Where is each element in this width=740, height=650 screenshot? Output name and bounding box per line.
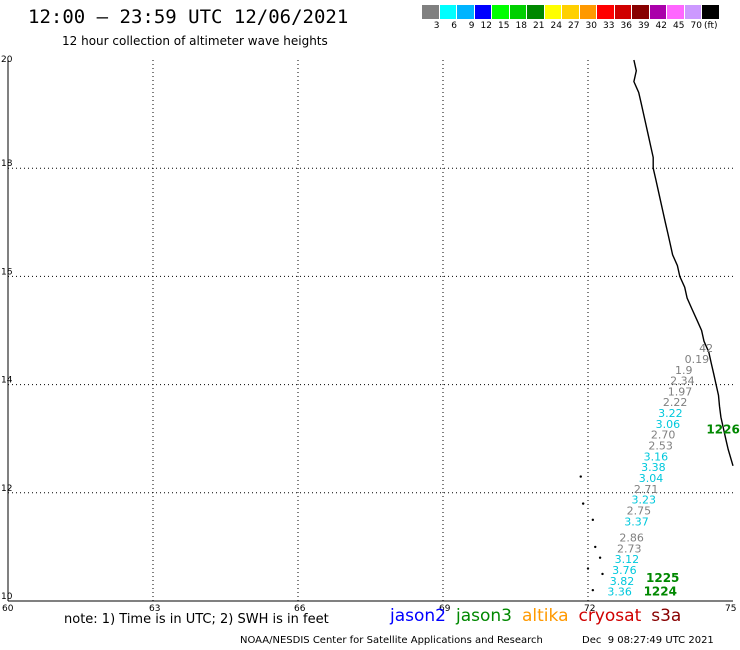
wave-height-label: 0.19 — [685, 353, 710, 366]
lat-tick-label: 14 — [1, 376, 13, 386]
lon-tick-label: 63 — [149, 604, 160, 614]
colorbar-swatch — [474, 5, 492, 19]
colorbar-swatch — [492, 5, 510, 19]
colorbar-label: 12 — [480, 21, 492, 31]
wave-height-label: 2.53 — [648, 440, 673, 453]
wave-height-label: 42 — [699, 342, 713, 355]
colorbar-swatch — [667, 5, 685, 19]
island-marker — [586, 567, 590, 570]
wave-height-label: 3.36 — [607, 586, 632, 599]
colorbar-label: 42 — [655, 21, 667, 31]
lon-tick-label: 72 — [584, 604, 595, 614]
lon-tick-label: 66 — [294, 604, 306, 614]
island-marker — [601, 572, 604, 576]
satellite-legend: jason2 jason3 altika cryosat s3a — [390, 606, 691, 626]
lat-tick-label: 12 — [1, 484, 12, 494]
wave-height-label: 1.97 — [668, 385, 693, 398]
wave-height-label: 2.75 — [627, 504, 652, 517]
colorbar-swatch — [422, 5, 440, 19]
island-marker — [579, 475, 582, 478]
island-marker — [598, 556, 602, 559]
colorbar-label: 3 — [433, 21, 440, 31]
colorbar-label: 33 — [603, 21, 615, 31]
footer-note: note: 1) Time is in UTC; 2) SWH is in fe… — [64, 612, 329, 627]
wave-height-label: 3.82 — [610, 575, 635, 588]
lat-tick-label: 20 — [1, 55, 13, 65]
colorbar-swatch — [597, 5, 615, 19]
colorbar-swatch — [614, 5, 632, 19]
colorbar-swatch — [544, 5, 562, 19]
colorbar-label: 21 — [533, 21, 545, 31]
wave-height-label: 2.34 — [670, 375, 695, 388]
colorbar-swatch — [649, 5, 667, 19]
colorbar-swatch — [509, 5, 527, 19]
satellite-s3a: s3a — [651, 606, 682, 626]
wave-height-label: 2.73 — [617, 542, 642, 555]
colorbar-swatch — [579, 5, 597, 19]
satellite-cryosat: cryosat — [578, 606, 642, 626]
map-subtitle: 12 hour collection of altimeter wave hei… — [62, 34, 328, 48]
colorbar-swatch — [684, 5, 702, 19]
pass-time-label: 1224 — [644, 585, 677, 599]
satellite-altika: altika — [522, 606, 569, 626]
map-title: 12:00 – 23:59 UTC 12/06/2021 — [28, 6, 349, 28]
lat-tick-label: 18 — [1, 159, 13, 169]
colorbar-label: 27 — [568, 21, 580, 31]
colorbar-labels: 3 6 9 12 15 18 21 24 27 30 33 36 39 42 45 70 (ft) — [422, 21, 718, 31]
pass-time-label: 1226 — [706, 422, 739, 436]
colorbar-swatch — [562, 5, 580, 19]
colorbar-label: 18 — [515, 21, 527, 31]
wave-height-label: 3.37 — [624, 515, 649, 528]
colorbar-swatch — [632, 5, 650, 19]
wave-height-label: 3.76 — [612, 564, 637, 577]
wave-height-label: 3.04 — [639, 472, 664, 485]
satellite-jason3: jason3 — [456, 606, 512, 626]
wave-height-label: 3.06 — [656, 418, 681, 431]
colorbar-unit: (ft) — [704, 21, 718, 31]
wave-height-label: 3.22 — [658, 407, 683, 420]
colorbar-label: 30 — [585, 21, 597, 31]
lon-tick-label: 75 — [725, 604, 736, 614]
colorbar-label: 15 — [498, 21, 510, 31]
credit-text: NOAA/NESDIS Center for Satellite Applica… — [240, 635, 543, 646]
wave-height-label: 3.38 — [641, 461, 666, 474]
colorbar-swatch — [439, 5, 457, 19]
wave-height-colorbar — [422, 5, 720, 19]
island-marker — [594, 545, 597, 549]
wave-height-label: 3.23 — [632, 494, 657, 507]
satellite-jason2: jason2 — [390, 606, 446, 626]
lat-tick-label: 10 — [1, 592, 13, 602]
colorbar-label: 39 — [638, 21, 650, 31]
colorbar-swatch — [457, 5, 475, 19]
lat-tick-label: 16 — [1, 267, 13, 277]
colorbar-label: 45 — [673, 21, 685, 31]
colorbar-label: 70 — [690, 21, 702, 31]
colorbar-label: 6 — [451, 21, 457, 31]
wave-height-label: 2.71 — [634, 483, 659, 496]
colorbar-label: 9 — [468, 21, 475, 31]
coastline — [633, 59, 734, 466]
wave-height-label: 1.9 — [675, 364, 693, 377]
wave-height-label: 2.22 — [663, 396, 688, 409]
colorbar-swatch — [527, 5, 545, 19]
colorbar-label: 36 — [620, 21, 632, 31]
generated-timestamp: Dec 9 08:27:49 UTC 2021 — [582, 635, 714, 646]
colorbar-swatch — [702, 5, 720, 19]
wave-height-label: 3.16 — [644, 450, 669, 463]
wave-height-label: 2.70 — [651, 429, 676, 442]
island-marker — [591, 588, 595, 592]
island-marker — [581, 502, 585, 505]
pass-time-label: 1225 — [646, 571, 679, 585]
lon-tick-label: 60 — [2, 604, 14, 614]
colorbar-label: 24 — [550, 21, 562, 31]
wave-height-label: 3.12 — [615, 553, 640, 566]
wave-height-label: 2.86 — [619, 531, 644, 544]
island-marker — [591, 518, 595, 522]
lon-tick-label: 69 — [439, 604, 451, 614]
